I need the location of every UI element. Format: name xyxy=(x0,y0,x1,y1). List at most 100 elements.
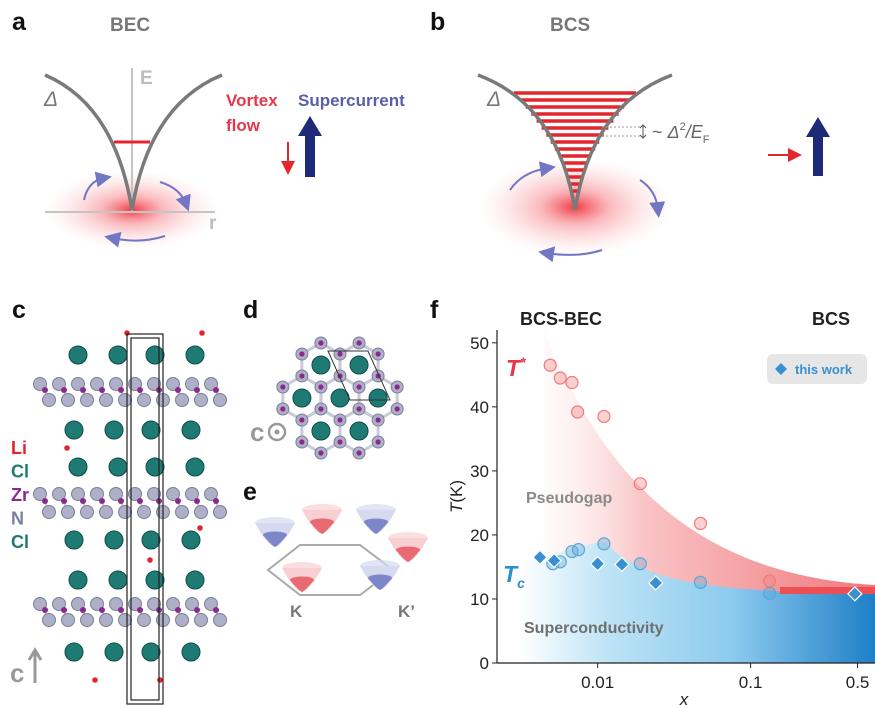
atom xyxy=(146,346,164,364)
panel-label: d xyxy=(243,296,258,324)
atom xyxy=(337,439,342,444)
y-tick-label: 30 xyxy=(470,462,489,481)
element-label: Cl xyxy=(11,532,29,552)
atom xyxy=(293,389,311,407)
region-label: BCS-BEC xyxy=(520,309,602,329)
panel-label: f xyxy=(430,296,439,324)
cone-rim xyxy=(255,517,295,529)
atom xyxy=(119,394,132,407)
valley-label: K xyxy=(290,602,303,621)
atom xyxy=(62,394,75,407)
panel-f: f 010203040500.010.10.5xT(K)BCS-BECBCST*… xyxy=(430,296,875,708)
atom xyxy=(81,614,94,627)
data-point xyxy=(764,575,776,587)
atom xyxy=(182,421,200,439)
atom xyxy=(99,387,105,393)
atom xyxy=(42,387,48,393)
spacing-arrow xyxy=(640,125,646,138)
panel-title: BCS xyxy=(550,15,590,36)
annotation: T* xyxy=(506,354,526,381)
data-point xyxy=(694,576,706,588)
atom xyxy=(80,498,86,504)
atom xyxy=(142,643,160,661)
atom xyxy=(43,614,56,627)
atom xyxy=(138,614,151,627)
atom xyxy=(186,458,204,476)
cone-rim xyxy=(282,562,322,574)
atom xyxy=(186,346,204,364)
spacing-part: ~ xyxy=(652,122,668,142)
lattice xyxy=(277,337,403,459)
atom xyxy=(194,387,200,393)
atom xyxy=(81,394,94,407)
atom xyxy=(119,506,132,519)
axis-label: r xyxy=(209,213,217,234)
cone-level xyxy=(364,519,388,526)
vortex-label: flow xyxy=(226,116,261,135)
y-tick-label: 40 xyxy=(470,398,489,417)
element-label: Li xyxy=(11,438,27,458)
element-label: Zr xyxy=(11,485,29,505)
supercurrent-label: Supercurrent xyxy=(298,91,405,110)
data-point xyxy=(544,359,556,371)
data-point xyxy=(554,372,566,384)
panel-label: e xyxy=(243,478,257,506)
current-arrow xyxy=(806,117,830,176)
atom xyxy=(138,506,151,519)
atom xyxy=(137,498,143,504)
cone-level xyxy=(290,577,314,584)
atom xyxy=(69,458,87,476)
y-axis-unit: (K) xyxy=(447,480,466,503)
gap-label: Δ xyxy=(486,88,501,111)
cone-level xyxy=(310,519,334,526)
page: a BEC E r Δ Vortex flow Supercurrent b B… xyxy=(0,0,875,708)
atom xyxy=(214,394,227,407)
panel-a: a BEC E r Δ Vortex flow Supercurrent xyxy=(12,8,405,250)
panel-label: c xyxy=(12,296,26,324)
atom xyxy=(137,387,143,393)
atom xyxy=(100,506,113,519)
atom xyxy=(312,422,330,440)
data-point xyxy=(572,406,584,418)
atom xyxy=(299,373,304,378)
atom xyxy=(80,387,86,393)
y-tick-label: 10 xyxy=(470,590,489,609)
atom xyxy=(213,498,219,504)
atom xyxy=(69,571,87,589)
data-point xyxy=(694,517,706,529)
cone-level xyxy=(263,532,287,539)
x-tick-label: 0.5 xyxy=(846,673,870,692)
crystal xyxy=(34,330,227,683)
spacing-part: F xyxy=(703,134,710,146)
atom xyxy=(176,614,189,627)
atom xyxy=(176,394,189,407)
atom xyxy=(69,346,87,364)
atom xyxy=(105,531,123,549)
panel-label: a xyxy=(12,8,27,36)
atom xyxy=(356,406,361,411)
atom xyxy=(299,439,304,444)
atom xyxy=(318,450,323,455)
y-tick-label: 0 xyxy=(480,654,489,673)
atom xyxy=(318,406,323,411)
atom xyxy=(280,384,285,389)
atom xyxy=(146,458,164,476)
spacing-part: /E xyxy=(684,122,704,142)
data-point xyxy=(598,410,610,422)
vortex-label: Vortex xyxy=(226,91,278,110)
region-label: BCS xyxy=(812,309,850,329)
spacing-part: Δ xyxy=(667,122,680,142)
cone-rim xyxy=(302,504,342,516)
gap-label: Δ xyxy=(43,88,58,111)
atom xyxy=(81,506,94,519)
axis-label: c xyxy=(250,417,264,447)
legend-label: this work xyxy=(795,362,853,377)
panel-d: d c xyxy=(243,296,403,459)
annotation-part: * xyxy=(520,354,526,370)
atom xyxy=(62,506,75,519)
annotation: Pseudogap xyxy=(526,490,612,507)
data-point xyxy=(572,544,584,556)
atom xyxy=(182,531,200,549)
